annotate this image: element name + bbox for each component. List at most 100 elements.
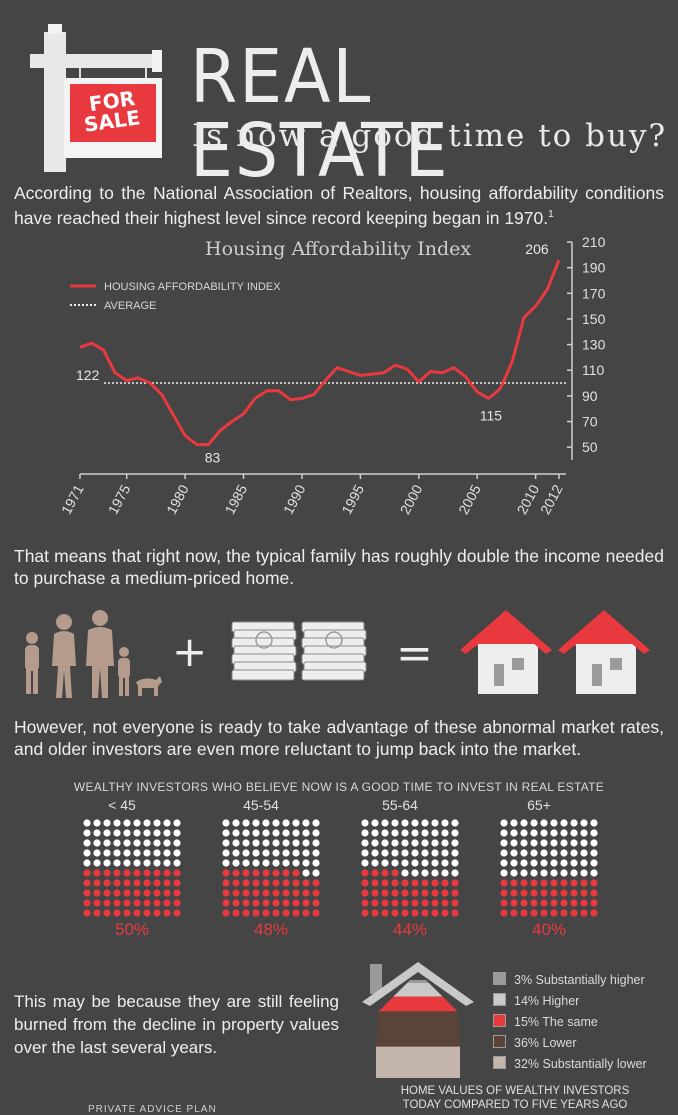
dot-yes — [113, 899, 121, 907]
dot-no — [441, 869, 449, 877]
dot-no — [113, 819, 121, 827]
dot-no — [550, 859, 558, 867]
dot-no — [133, 829, 141, 837]
dot-yes — [451, 879, 459, 887]
dot-yes — [411, 889, 419, 897]
bill — [231, 669, 295, 681]
dot-yes — [262, 879, 270, 887]
dot-no — [282, 849, 290, 857]
dot-yes — [451, 909, 459, 917]
dot-yes — [103, 869, 111, 877]
dot-no — [93, 859, 101, 867]
dot-no — [153, 819, 161, 827]
dot-no — [590, 859, 598, 867]
dot-yes — [540, 879, 548, 887]
dot-no — [113, 859, 121, 867]
dot-yes — [590, 879, 598, 887]
annotation-label: 115 — [480, 407, 503, 423]
dot-yes — [580, 909, 588, 917]
dot-no — [222, 819, 230, 827]
dot-no — [302, 819, 310, 827]
dot-no — [103, 859, 111, 867]
dot-yes — [143, 899, 151, 907]
dot-yes — [540, 909, 548, 917]
dot-no — [252, 819, 260, 827]
home-value-layer — [378, 996, 458, 1012]
dot-no — [272, 849, 280, 857]
dot-no — [312, 849, 320, 857]
dot-yes — [103, 879, 111, 887]
dot-yes — [431, 889, 439, 897]
dot-yes — [153, 879, 161, 887]
dot-no — [411, 849, 419, 857]
bill-seal — [255, 631, 273, 649]
dot-no — [292, 819, 300, 827]
dot-no — [451, 829, 459, 837]
dot-yes — [590, 889, 598, 897]
dot-yes — [381, 899, 389, 907]
dot-yes — [451, 899, 459, 907]
dot-yes — [103, 889, 111, 897]
dot-yes — [530, 909, 538, 917]
dot-no — [391, 829, 399, 837]
home-values-legend-item: 36% Lower — [493, 1035, 577, 1050]
sign-post — [44, 32, 66, 172]
dot-no — [540, 859, 548, 867]
dot-no — [252, 849, 260, 857]
dot-yes — [391, 889, 399, 897]
dot-yes — [222, 879, 230, 887]
family-equation-illustration: + = — [25, 610, 650, 698]
dot-no — [93, 819, 101, 827]
x-tick-label: 2000 — [397, 482, 426, 517]
house-icon — [460, 610, 552, 694]
dot-no — [232, 859, 240, 867]
legend-index-label: HOUSING AFFORDABILITY INDEX — [104, 281, 281, 293]
dot-yes — [361, 879, 369, 887]
dot-yes — [133, 899, 141, 907]
dot-no — [83, 849, 91, 857]
dot-no — [510, 839, 518, 847]
double-income-paragraph: That means that right now, the typical f… — [14, 546, 664, 588]
dot-no — [401, 849, 409, 857]
dot-no — [163, 839, 171, 847]
dot-yes — [520, 899, 528, 907]
x-tick-label: 2010 — [514, 482, 543, 517]
dot-yes — [173, 909, 181, 917]
dot-no — [302, 849, 310, 857]
legend-label: 3% Substantially higher — [514, 973, 645, 987]
dot-yes — [282, 909, 290, 917]
dot-no — [381, 849, 389, 857]
dot-no — [411, 819, 419, 827]
dot-no — [550, 819, 558, 827]
dot-yes — [222, 899, 230, 907]
dot-yes — [143, 869, 151, 877]
dot-no — [371, 849, 379, 857]
dot-yes — [441, 889, 449, 897]
dot-yes — [133, 909, 141, 917]
home-value-layer — [376, 1046, 460, 1078]
dot-yes — [83, 909, 91, 917]
dot-no — [451, 859, 459, 867]
dot-no — [500, 869, 508, 877]
home-value-layer — [407, 980, 429, 983]
dot-yes — [272, 909, 280, 917]
dot-yes — [133, 869, 141, 877]
dot-no — [222, 839, 230, 847]
home-values-legend-item: 14% Higher — [493, 993, 579, 1008]
dot-yes — [431, 909, 439, 917]
home-values-house-chart — [362, 962, 474, 1078]
dot-yes — [113, 869, 121, 877]
dot-no — [391, 859, 399, 867]
dot-no — [232, 829, 240, 837]
dot-no — [302, 829, 310, 837]
age-group-percent: 44% — [392, 920, 428, 939]
dot-no — [500, 859, 508, 867]
home-values-caption: HOME VALUES OF WEALTHY INVESTORS TODAY C… — [385, 1084, 645, 1112]
y-tick-label: 150 — [582, 311, 606, 327]
housing-affordability-chart: HOUSING AFFORDABILITY INDEX AVERAGE 50 70… — [58, 234, 606, 517]
dot-yes — [530, 889, 538, 897]
dot-no — [143, 849, 151, 857]
annotation-label: 206 — [525, 241, 549, 257]
dot-no — [113, 849, 121, 857]
dot-no — [292, 829, 300, 837]
